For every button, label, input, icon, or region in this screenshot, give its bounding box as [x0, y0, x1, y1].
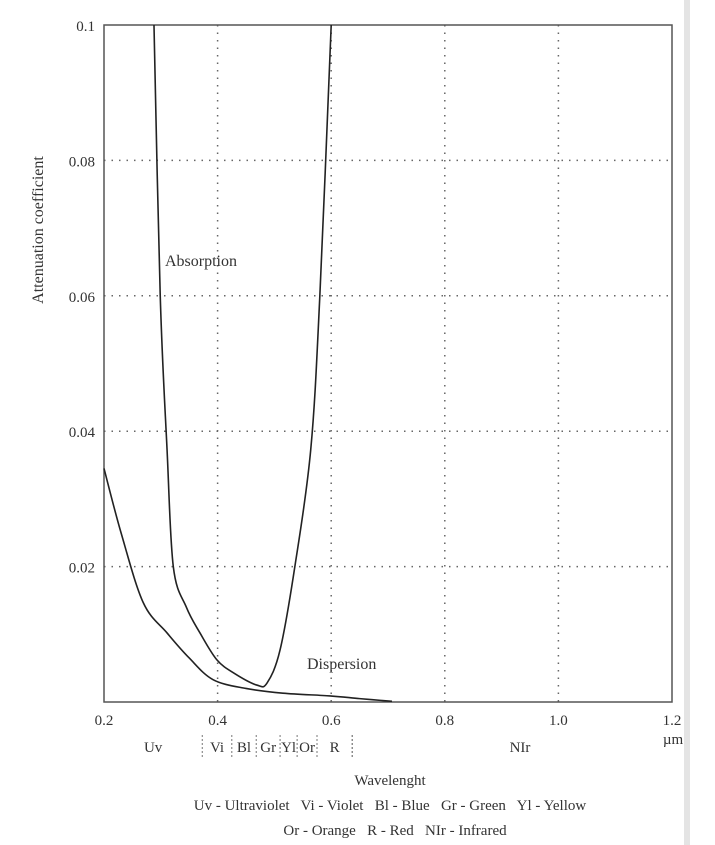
x-tick-label: 1.0	[549, 713, 568, 729]
band-label: Vi	[210, 740, 224, 756]
plot-frame	[103, 24, 673, 703]
x-tick-label: 0.2	[95, 713, 114, 729]
y-axis-label: Attenuation coefficient	[30, 156, 47, 304]
band-label: Gr	[260, 740, 276, 756]
x-tick-label: 0.8	[435, 713, 454, 729]
band-label: Bl	[237, 740, 251, 756]
y-tick-label: 0.1	[76, 19, 95, 35]
legend-line-2: Or - Orange R - Red NIr - Infrared	[283, 823, 507, 839]
band-label: Yl	[281, 740, 296, 756]
absorption-label: Absorption	[165, 253, 237, 270]
x-unit-label: µm	[663, 732, 684, 748]
y-tick-label: 0.06	[69, 290, 96, 306]
series-line-absorption	[153, 24, 332, 688]
y-tick-label: 0.08	[69, 154, 95, 170]
dispersion-label: Dispersion	[307, 656, 376, 673]
band-label: Uv	[144, 740, 163, 756]
legend-line-1: Uv - Ultraviolet Vi - Violet Bl - Blue G…	[194, 798, 587, 814]
band-label: R	[330, 740, 340, 756]
y-tick-label: 0.02	[69, 561, 95, 577]
y-tick-label: 0.04	[69, 425, 96, 441]
scrollbar-track[interactable]	[684, 0, 690, 845]
band-label: NIr	[510, 740, 531, 756]
x-axis-label: Wavelenght	[354, 773, 426, 789]
x-tick-label: 1.2	[663, 713, 682, 729]
series-line-dispersion	[103, 468, 393, 703]
band-label: Or	[299, 740, 315, 756]
x-tick-label: 0.6	[322, 713, 341, 729]
x-tick-label: 0.4	[208, 713, 227, 729]
